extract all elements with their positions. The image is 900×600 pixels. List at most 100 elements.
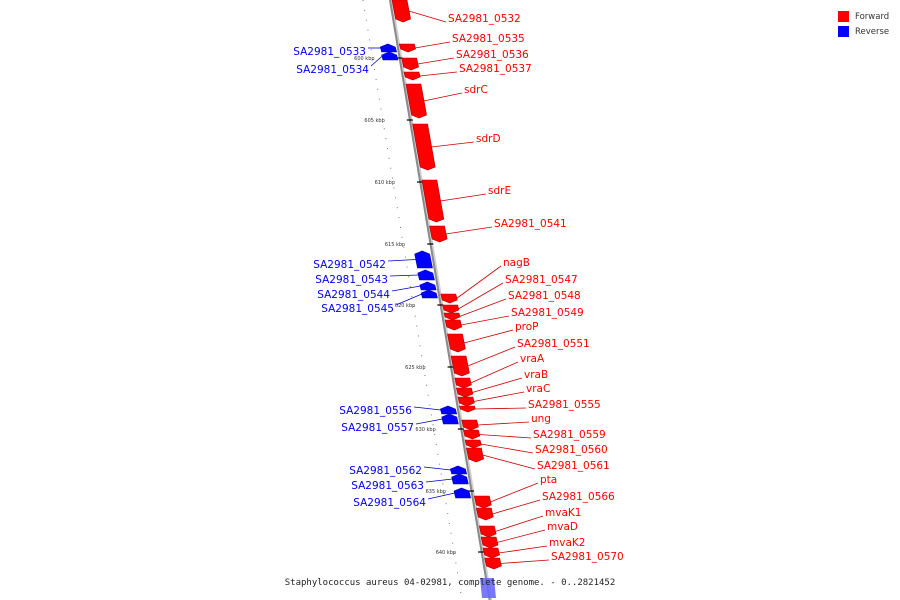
gene-leader-line — [474, 407, 527, 410]
gene-block-forward — [475, 507, 494, 521]
gene-leader-line — [479, 434, 532, 439]
gene-leader-line — [391, 285, 421, 292]
gene-leader-line — [472, 377, 523, 393]
gene-leader-line — [413, 406, 442, 411]
gene-label-reverse: SA2981_0543 — [315, 274, 388, 286]
gene-label-forward: SA2981_0555 — [528, 399, 601, 411]
gene-block-forward — [484, 557, 502, 570]
gene-label-forward: SA2981_0551 — [517, 338, 590, 350]
scale-tick-label: 615 kbp — [385, 242, 405, 248]
forward-swatch — [838, 11, 849, 22]
gene-leader-line — [423, 92, 463, 102]
gene-leader-line — [423, 466, 452, 471]
gene-block-forward — [464, 439, 482, 449]
gene-label-forward: nagB — [503, 257, 530, 269]
gene-label-forward: SA2981_0541 — [494, 218, 567, 230]
gene-label-forward: SA2981_0559 — [533, 429, 606, 441]
gene-block-forward — [440, 293, 458, 304]
gene-block-reverse — [420, 289, 438, 299]
gene-label-forward: sdrE — [488, 185, 511, 197]
gene-label-forward: ung — [531, 413, 551, 425]
gene-block-forward — [473, 495, 492, 509]
gene-leader-line — [490, 482, 539, 503]
gene-block-forward — [442, 304, 460, 314]
gene-label-forward: sdrD — [476, 133, 501, 145]
gene-block-reverse — [449, 465, 468, 475]
legend-label-reverse: Reverse — [855, 26, 890, 37]
legend: Forward Reverse — [838, 9, 898, 39]
gene-label-reverse: SA2981_0534 — [296, 64, 369, 76]
gene-label-forward: SA2981_0535 — [452, 33, 525, 45]
reverse-swatch — [838, 26, 849, 37]
gene-leader-line — [495, 515, 544, 532]
gene-label-forward: SA2981_0532 — [448, 13, 521, 25]
gene-leader-line — [415, 418, 443, 425]
legend-item-forward[interactable]: Forward — [838, 9, 898, 24]
gene-block-forward — [398, 43, 416, 53]
gene-label-forward: mvaK1 — [545, 507, 581, 519]
gene-leader-line — [463, 329, 514, 344]
gene-block-reverse — [441, 413, 459, 425]
gene-leader-line — [459, 298, 507, 317]
gene-leader-line — [496, 529, 546, 543]
gene-block-forward — [429, 225, 448, 243]
gene-block-forward — [478, 525, 497, 538]
gene-block-reverse — [417, 269, 435, 281]
gene-leader-line — [425, 478, 453, 483]
gene-block-forward — [480, 536, 499, 549]
gene-block-forward — [461, 419, 479, 431]
gene-label-reverse: SA2981_0564 — [353, 497, 426, 509]
scale-tick-label: 625 kbp — [405, 365, 425, 371]
legend-item-reverse[interactable]: Reverse — [838, 24, 898, 39]
gene-leader-line — [445, 226, 493, 235]
gene-label-forward: mvaD — [547, 521, 578, 533]
scale-tick-label: 605 kbp — [364, 118, 384, 124]
gene-leader-line — [417, 57, 455, 65]
gene-label-forward: vraA — [520, 353, 545, 365]
gene-block-reverse — [414, 250, 433, 269]
gene-block-forward — [465, 447, 485, 463]
gene-block-forward — [456, 387, 474, 398]
gene-label-reverse: SA2981_0557 — [341, 422, 414, 434]
gene-leader-line — [482, 454, 536, 470]
gene-label-forward: pta — [540, 474, 557, 486]
gene-label-reverse: SA2981_0556 — [339, 405, 412, 417]
scale-tick-label: 640 kbp — [436, 550, 456, 556]
gene-label-forward: SA2981_0536 — [456, 49, 529, 61]
scale-tick-label: 600 kbp — [354, 56, 374, 62]
gene-block-forward — [457, 396, 475, 407]
gene-block-reverse — [451, 473, 469, 485]
gene-block-forward — [421, 179, 445, 223]
gene-label-forward: proP — [515, 321, 539, 333]
gene-leader-line — [414, 41, 451, 49]
gene-label-forward: SA2981_0547 — [505, 274, 578, 286]
gene-label-forward: SA2981_0566 — [542, 491, 615, 503]
gene-block-reverse — [440, 405, 458, 415]
gene-label-forward: SA2981_0548 — [508, 290, 581, 302]
gene-leader-line — [477, 421, 530, 426]
scale-tick-label: 630 kbp — [415, 427, 435, 433]
gene-block-forward — [444, 319, 463, 331]
gene-leader-line — [427, 492, 455, 500]
gene-label-reverse: SA2981_0533 — [293, 46, 366, 58]
backbone-line — [389, 0, 491, 600]
gene-leader-line — [473, 391, 525, 402]
gene-leader-line — [456, 265, 502, 299]
gene-label-forward: SA2981_0570 — [551, 551, 624, 563]
scale-tick-label: 610 kbp — [375, 180, 395, 186]
gene-leader-line — [470, 361, 519, 384]
gene-label-forward: SA2981_0537 — [459, 63, 532, 75]
gene-leader-line — [387, 259, 417, 262]
gene-block-reverse — [381, 51, 399, 61]
gene-label-forward: mvaK2 — [549, 537, 585, 549]
gene-block-forward — [401, 57, 419, 71]
gene-leader-line — [480, 443, 534, 454]
gene-block-forward — [458, 405, 476, 413]
gene-leader-line — [498, 545, 548, 554]
gene-leader-line — [440, 193, 487, 202]
gene-leader-line — [500, 559, 550, 564]
gene-leader-line — [431, 141, 475, 148]
gene-label-reverse: SA2981_0563 — [351, 480, 424, 492]
gene-block-forward — [443, 312, 461, 321]
